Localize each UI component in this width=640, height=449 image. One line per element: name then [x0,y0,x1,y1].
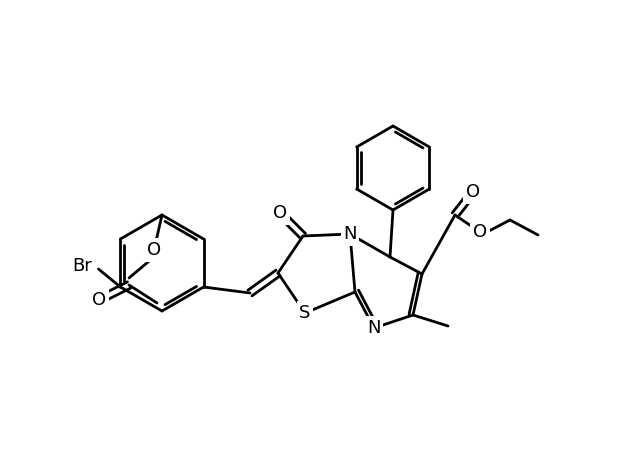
Text: N: N [367,319,381,337]
Text: O: O [147,241,161,259]
Text: O: O [273,204,287,222]
Text: Br: Br [73,257,92,275]
Text: O: O [473,223,487,241]
Text: S: S [300,304,310,322]
Text: N: N [343,225,356,243]
Text: Br: Br [73,257,92,275]
Text: O: O [273,204,287,222]
Text: O: O [466,183,480,201]
Text: O: O [92,291,106,309]
Text: O: O [147,241,161,259]
Text: O: O [466,183,480,201]
Text: S: S [300,304,310,322]
Text: O: O [92,291,106,309]
Text: N: N [343,225,356,243]
Text: N: N [367,319,381,337]
Text: O: O [473,223,487,241]
